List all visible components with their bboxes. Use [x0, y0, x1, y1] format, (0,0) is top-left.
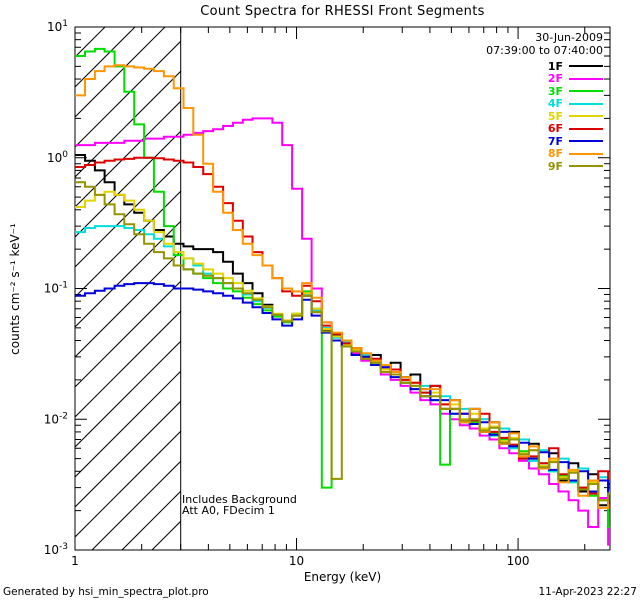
legend-label-9F: 9F: [547, 159, 563, 173]
legend-items: 1F 2F 3F 4F 5F 6F 7F 8F 9F: [486, 60, 603, 173]
legend-date: 30-Jun-2009: [535, 31, 603, 44]
legend-item-2F: 2F: [486, 72, 603, 86]
legend-item-6F: 6F: [486, 122, 603, 136]
svg-text:10-3: 10-3: [44, 542, 68, 557]
legend-item-9F: 9F: [486, 160, 603, 173]
series-7F-line: [75, 282, 610, 504]
legend-label-7F: 7F: [547, 134, 563, 148]
legend-item-4F: 4F: [486, 97, 603, 111]
legend-item-7F: 7F: [486, 135, 603, 148]
svg-text:100: 100: [507, 554, 530, 568]
legend-line-swatch-6F: [569, 127, 603, 130]
footer-generator-text: Generated by hsi_min_spectra_plot.pro: [3, 586, 209, 598]
plot-notes: Includes Background Att A0, FDecim 1: [182, 494, 297, 516]
legend-line-swatch-2F: [569, 77, 603, 80]
legend-label-8F: 8F: [547, 147, 563, 161]
legend-time-range: 07:39:00 to 07:40:00: [486, 44, 603, 57]
legend-item-1F: 1F: [486, 60, 603, 73]
legend-label-1F: 1F: [547, 59, 563, 73]
legend-line-swatch-1F: [569, 65, 603, 68]
chart-title: Count Spectra for RHESSI Front Segments: [200, 4, 485, 19]
spectra-series-group: [75, 47, 610, 546]
legend-line-swatch-4F: [569, 102, 603, 105]
legend-line-swatch-3F: [569, 90, 603, 93]
legend-label-6F: 6F: [547, 122, 563, 136]
legend-label-4F: 4F: [547, 97, 563, 111]
svg-text:100: 100: [47, 150, 68, 165]
legend-label-5F: 5F: [547, 109, 563, 123]
legend: 30-Jun-2009 07:39:00 to 07:40:00 1F 2F 3F 4…: [486, 31, 603, 173]
svg-text:10-1: 10-1: [44, 281, 68, 296]
y-axis-label: counts cm⁻² s⁻¹ keV⁻¹: [8, 223, 22, 355]
svg-text:10: 10: [289, 554, 304, 568]
legend-line-swatch-7F: [569, 140, 603, 143]
legend-label-2F: 2F: [547, 72, 563, 86]
x-axis-label: Energy (keV): [303, 570, 382, 584]
axis-tick-labels: 1 10 100 10-3 10-2 10-1 100 101: [44, 19, 530, 568]
series-8F-line: [75, 64, 610, 509]
legend-item-8F: 8F: [486, 147, 603, 161]
series-9F-line: [75, 181, 610, 502]
legend-line-swatch-5F: [569, 115, 603, 118]
legend-label-3F: 3F: [547, 84, 563, 98]
note-attenuator-state: Att A0, FDecim 1: [182, 504, 275, 517]
legend-line-swatch-9F: [569, 165, 603, 168]
axis-ticks: [74, 26, 610, 551]
svg-text:10-2: 10-2: [44, 411, 68, 426]
footer-timestamp: 11-Apr-2023 22:27: [538, 586, 637, 598]
legend-line-swatch-8F: [569, 152, 603, 155]
legend-item-3F: 3F: [486, 85, 603, 98]
svg-text:101: 101: [47, 19, 68, 34]
note-includes-background: Includes Background: [182, 493, 297, 506]
svg-text:1: 1: [71, 554, 79, 568]
legend-item-5F: 5F: [486, 110, 603, 123]
